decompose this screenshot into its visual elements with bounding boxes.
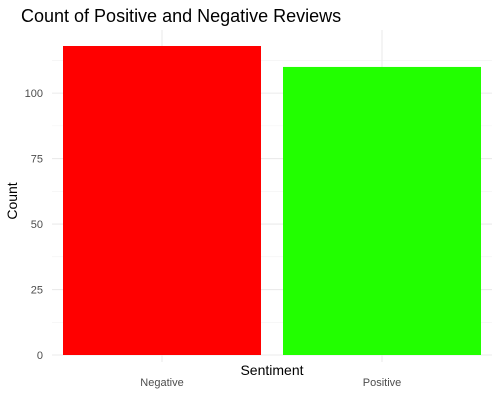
bars xyxy=(63,46,481,355)
y-tick-label: 25 xyxy=(31,285,43,297)
y-tick-label: 50 xyxy=(31,219,43,231)
x-axis-title: Sentiment xyxy=(240,362,303,378)
y-axis-title: Count xyxy=(4,182,20,219)
y-tick-label: 0 xyxy=(37,350,43,362)
x-axis-tick-labels: Negative Positive xyxy=(140,377,401,389)
x-tick-label: Negative xyxy=(140,377,183,389)
y-tick-label: 75 xyxy=(31,154,43,166)
chart-title: Count of Positive and Negative Reviews xyxy=(21,6,341,26)
bar-positive xyxy=(283,66,481,355)
y-tick-label: 100 xyxy=(25,88,43,100)
x-tick-label: Positive xyxy=(363,377,402,389)
y-axis-tick-labels: 0 25 50 75 100 xyxy=(25,88,43,362)
bar-negative xyxy=(63,46,261,355)
